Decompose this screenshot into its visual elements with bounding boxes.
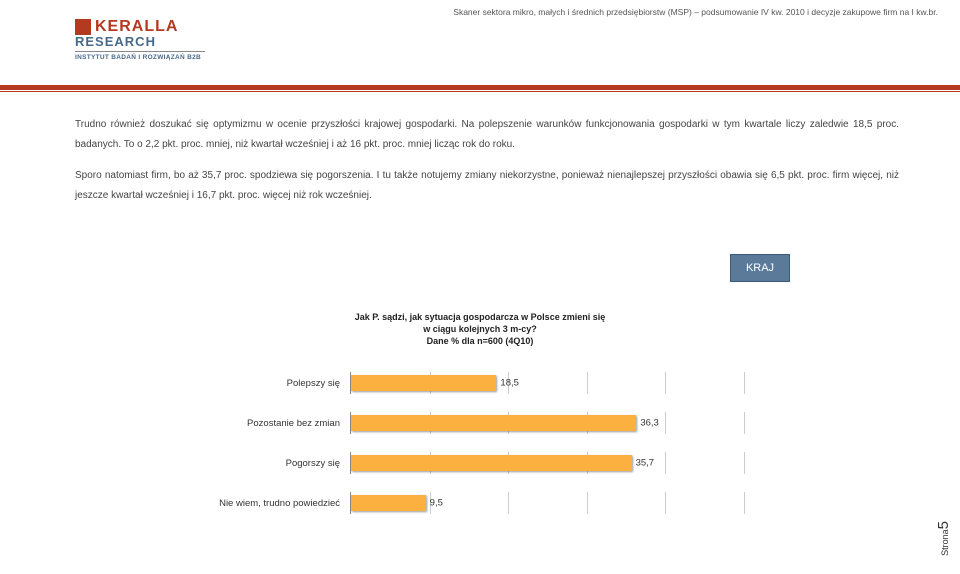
body-text: Trudno również doszukać się optymizmu w …	[75, 115, 899, 217]
chart-gridline	[744, 452, 745, 474]
chart-title-line2: w ciągu kolejnych 3 m-cy?	[423, 324, 537, 334]
chart-row: Pogorszy się 35,7	[150, 452, 800, 474]
chart-category-label: Pozostanie bez zmian	[150, 418, 350, 429]
chart-row: Polepszy się 18,5	[150, 372, 800, 394]
chart-bar-area: 36,3	[350, 412, 743, 434]
chart-gridline	[508, 492, 509, 514]
header-text: Skaner sektora mikro, małych i średnich …	[453, 7, 938, 17]
page-divider	[0, 85, 960, 92]
bar-chart: Polepszy się 18,5 Pozostanie bez zmian 36,3…	[150, 372, 800, 532]
chart-gridline	[744, 372, 745, 394]
chart-bar	[351, 415, 636, 431]
chart-category-label: Nie wiem, trudno powiedzieć	[150, 498, 350, 509]
chart-value-label: 9,5	[430, 498, 443, 509]
chart-title: Jak P. sądzi, jak sytuacja gospodarcza w…	[0, 311, 960, 347]
chart-row: Nie wiem, trudno powiedzieć 9,5	[150, 492, 800, 514]
chart-category-label: Pogorszy się	[150, 458, 350, 469]
chart-bar	[351, 375, 496, 391]
chart-value-label: 36,3	[640, 418, 659, 429]
paragraph-1: Trudno również doszukać się optymizmu w …	[75, 115, 899, 154]
chart-value-label: 35,7	[636, 458, 655, 469]
logo-subtitle: INSTYTUT BADAŃ I ROZWIĄZAŃ B2B	[75, 54, 205, 61]
chart-gridline	[587, 372, 588, 394]
chart-bar	[351, 495, 426, 511]
chart-title-line3: Dane % dla n=600 (4Q10)	[427, 336, 534, 346]
page-label: Strona	[940, 529, 950, 556]
page-number: Strona5	[935, 521, 952, 556]
page-num: 5	[935, 521, 952, 529]
chart-gridline	[665, 492, 666, 514]
chart-gridline	[665, 412, 666, 434]
chart-gridline	[744, 492, 745, 514]
chart-gridline	[665, 372, 666, 394]
chart-gridline	[744, 412, 745, 434]
logo-divider	[75, 51, 205, 52]
chart-bar-area: 35,7	[350, 452, 743, 474]
chart-value-label: 18,5	[500, 378, 519, 389]
chart-bar-area: 18,5	[350, 372, 743, 394]
chart-category-label: Polepszy się	[150, 378, 350, 389]
chart-title-line1: Jak P. sądzi, jak sytuacja gospodarcza w…	[355, 312, 605, 322]
logo-block: KERALLA RESEARCH INSTYTUT BADAŃ I ROZWIĄ…	[75, 18, 205, 61]
chart-bar-area: 9,5	[350, 492, 743, 514]
chart-row: Pozostanie bez zmian 36,3	[150, 412, 800, 434]
paragraph-2: Sporo natomiast firm, bo aż 35,7 proc. s…	[75, 166, 899, 205]
kraj-badge: KRAJ	[730, 254, 790, 282]
logo-name2: RESEARCH	[75, 34, 205, 49]
chart-bar	[351, 455, 632, 471]
chart-gridline	[587, 492, 588, 514]
logo-mark	[75, 19, 91, 35]
chart-gridline	[665, 452, 666, 474]
